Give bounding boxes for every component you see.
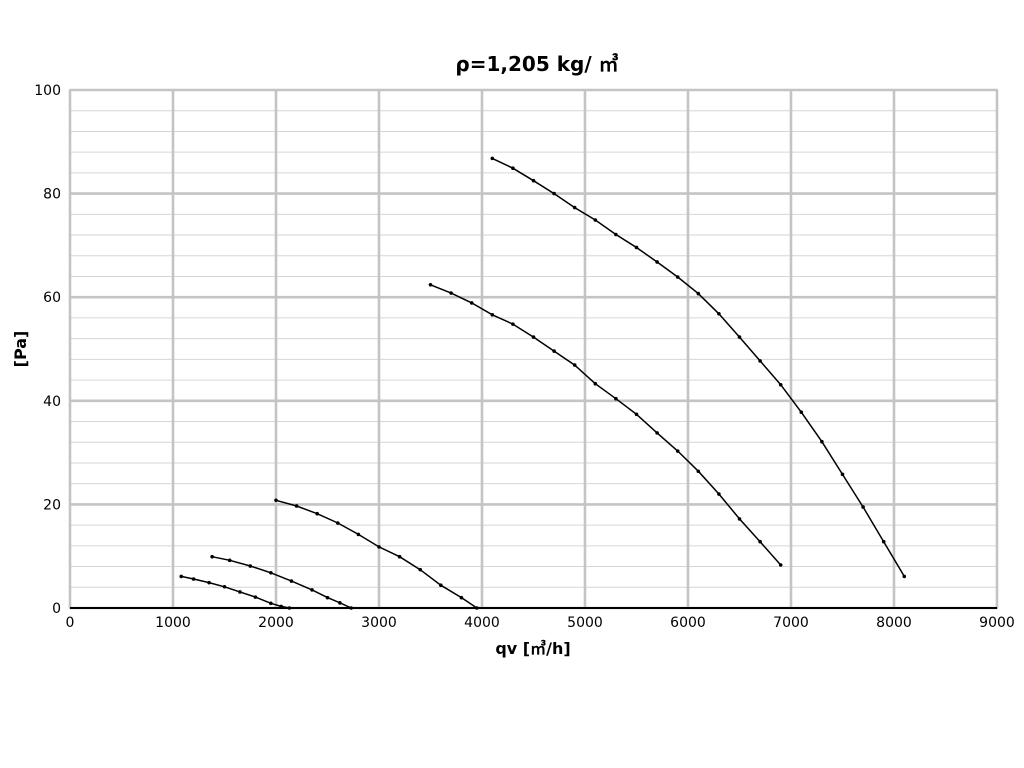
data-point xyxy=(439,583,443,588)
data-point xyxy=(593,218,598,222)
data-point xyxy=(310,588,314,592)
y-axis-ticks: 0 20 40 60 80 100 xyxy=(34,83,61,617)
data-point xyxy=(418,567,423,572)
data-point xyxy=(325,595,330,600)
data-point xyxy=(634,412,639,417)
data-point xyxy=(717,311,721,316)
data-point xyxy=(572,363,577,367)
data-point xyxy=(248,564,253,568)
data-point xyxy=(475,606,479,610)
data-point xyxy=(397,554,402,559)
minor-grid xyxy=(70,110,997,588)
data-point xyxy=(614,232,618,237)
data-point xyxy=(336,521,340,525)
data-point xyxy=(289,579,294,583)
x-tick-label: 1000 xyxy=(155,615,191,631)
data-point xyxy=(428,282,433,287)
data-point xyxy=(349,606,353,610)
data-point xyxy=(490,313,495,317)
y-tick-label: 20 xyxy=(43,497,61,513)
data-point xyxy=(338,601,342,605)
data-point xyxy=(696,291,701,296)
series-line-2 xyxy=(211,555,352,609)
data-point xyxy=(820,439,824,444)
data-point xyxy=(269,601,273,606)
data-point xyxy=(799,410,804,414)
data-point xyxy=(377,545,381,549)
x-tick-label: 8000 xyxy=(876,615,912,631)
data-point xyxy=(737,335,742,339)
data-point xyxy=(531,178,536,183)
data-point xyxy=(449,291,453,295)
y-tick-label: 100 xyxy=(34,83,61,99)
y-tick-label: 60 xyxy=(43,290,61,306)
data-point xyxy=(287,606,292,610)
y-tick-label: 80 xyxy=(43,187,61,203)
series-line-3 xyxy=(275,499,478,609)
data-point xyxy=(294,504,299,508)
series-line-5 xyxy=(491,157,905,577)
x-tick-label: 3000 xyxy=(361,615,397,631)
data-point xyxy=(238,590,242,594)
y-tick-label: 0 xyxy=(52,601,61,617)
data-point xyxy=(207,580,211,585)
x-tick-label: 2000 xyxy=(258,615,294,631)
data-point xyxy=(717,492,721,496)
major-grid xyxy=(68,88,999,610)
data-point xyxy=(552,191,556,196)
data-point xyxy=(274,498,278,503)
series-layer xyxy=(179,156,907,610)
data-point xyxy=(222,584,227,589)
data-point xyxy=(552,349,556,353)
plot-frame xyxy=(69,89,998,609)
x-tick-label: 5000 xyxy=(567,615,603,631)
x-tick-label: 7000 xyxy=(773,615,809,631)
y-axis-label: [Pa] xyxy=(11,331,30,368)
x-tick-label: 4000 xyxy=(464,615,500,631)
data-point xyxy=(737,517,742,521)
data-point xyxy=(675,275,680,279)
data-point xyxy=(758,359,762,363)
chart-title: ρ=1,205 kg/ ㎥ xyxy=(455,52,618,76)
data-point xyxy=(634,245,639,250)
x-axis-ticks: 0 1000 2000 3000 4000 5000 6000 7000 8000 9000 xyxy=(66,615,1015,631)
data-point xyxy=(881,539,886,544)
data-point xyxy=(614,396,618,401)
data-point xyxy=(490,156,495,161)
data-point xyxy=(511,322,515,326)
data-point xyxy=(758,539,762,544)
data-point xyxy=(840,472,845,477)
x-tick-label: 0 xyxy=(66,615,75,631)
data-point xyxy=(696,469,701,474)
data-point xyxy=(269,570,273,575)
data-point xyxy=(572,205,577,210)
data-point xyxy=(778,563,783,567)
y-tick-label: 40 xyxy=(43,394,61,410)
data-point xyxy=(459,595,464,600)
data-point xyxy=(655,260,659,264)
data-point xyxy=(356,532,361,537)
series-line-4 xyxy=(430,284,782,566)
x-axis-label: qv [㎥/h] xyxy=(495,639,570,658)
data-point xyxy=(675,449,680,453)
data-point xyxy=(902,574,907,579)
data-point xyxy=(469,301,474,305)
data-point xyxy=(179,574,184,579)
data-point xyxy=(210,554,214,559)
data-point xyxy=(593,381,598,386)
x-tick-label: 6000 xyxy=(670,615,706,631)
series-line-1 xyxy=(181,575,290,609)
data-point xyxy=(253,595,258,599)
data-point xyxy=(191,577,196,581)
data-point xyxy=(778,382,783,387)
data-point xyxy=(531,335,536,339)
data-point xyxy=(315,511,320,516)
data-point xyxy=(655,431,659,435)
data-point xyxy=(511,166,515,171)
data-point xyxy=(279,604,283,609)
data-point xyxy=(227,558,232,563)
data-point xyxy=(861,505,865,509)
x-tick-label: 9000 xyxy=(979,615,1015,631)
